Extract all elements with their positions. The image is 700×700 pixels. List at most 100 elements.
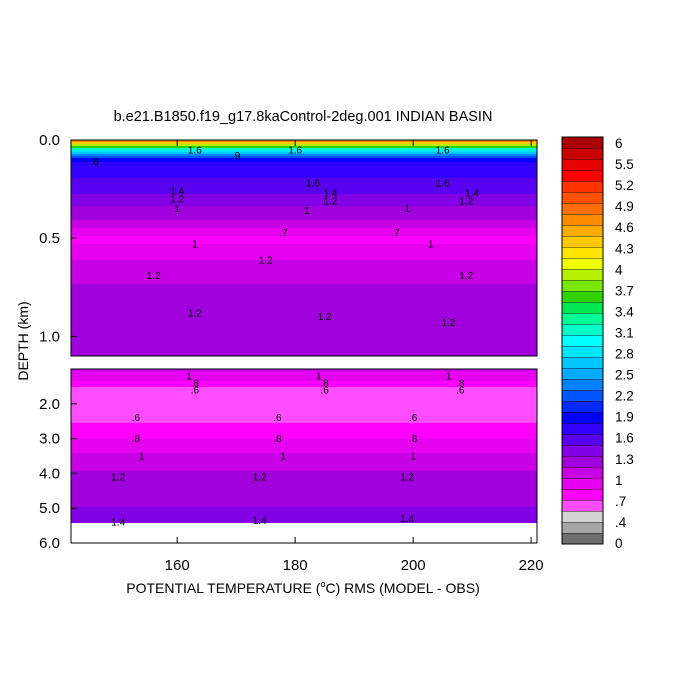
upper-panel-band bbox=[71, 314, 537, 317]
upper-panel-band bbox=[71, 184, 537, 187]
upper-panel-band bbox=[71, 344, 537, 347]
lower-panel-band bbox=[71, 519, 537, 522]
lower-panel-contour-label: 1.2 bbox=[111, 472, 125, 483]
lower-panel-band bbox=[71, 511, 537, 514]
lower-panel-band bbox=[71, 399, 537, 402]
colorbar-label: 1 bbox=[615, 473, 623, 488]
upper-panel-band bbox=[71, 292, 537, 295]
upper-panel-band bbox=[71, 274, 537, 277]
colorbar-label: 4.9 bbox=[615, 199, 634, 214]
upper-panel-contour-label: .6 bbox=[90, 157, 99, 168]
lower-panel-band bbox=[71, 537, 537, 540]
upper-panel-band bbox=[71, 232, 537, 235]
upper-panel-contour-label: 1.4 bbox=[465, 189, 479, 200]
upper-panel-band bbox=[71, 308, 537, 311]
upper-panel-band bbox=[71, 154, 537, 157]
x-tick-label: 200 bbox=[401, 557, 426, 574]
lower-panel-band bbox=[71, 425, 537, 428]
lower-panel-band bbox=[71, 387, 537, 390]
lower-panel-band bbox=[71, 401, 537, 404]
upper-panel-band bbox=[71, 244, 537, 247]
colorbar: 6 5.5 5.2 4.9 4.6 4.3 4 3.7 3.4 3.1 2.8 2.5 2.2 1.9 1.… bbox=[561, 136, 634, 551]
lower-panel-contour-label: .6 bbox=[132, 413, 141, 424]
upper-panel-band bbox=[71, 262, 537, 265]
lower-panel-band bbox=[71, 487, 537, 490]
lower-panel-band bbox=[71, 371, 537, 374]
upper-panel-band bbox=[71, 226, 537, 229]
upper-panel-band bbox=[71, 348, 537, 351]
lower-panel-band bbox=[71, 455, 537, 458]
upper-panel-band bbox=[71, 284, 537, 287]
x-tick-label: 180 bbox=[283, 557, 308, 574]
upper-panel-contour-label: 1.2 bbox=[442, 318, 456, 329]
lower-panel-contour-label: .6 bbox=[320, 385, 329, 396]
lower-panel-band bbox=[71, 385, 537, 388]
upper-panel-band bbox=[71, 192, 537, 195]
upper-panel-band bbox=[71, 276, 537, 279]
x-axis-label-rest: C) RMS (MODEL - OBS) bbox=[325, 580, 479, 596]
upper-panel-band bbox=[71, 158, 537, 161]
upper-panel-y-tick-label: 0.5 bbox=[39, 230, 60, 247]
upper-panel-band bbox=[71, 168, 537, 171]
upper-panel-band bbox=[71, 176, 537, 179]
upper-panel-band bbox=[71, 180, 537, 183]
lower-panel-contour-labels: 1 1 1.8.8.8.6.6.6.6.6.6.8.8.81 1 11.2 1.2 1.21… bbox=[111, 371, 465, 528]
colorbar-box bbox=[561, 433, 604, 446]
lower-panel-contour-label: 1 bbox=[410, 452, 416, 463]
upper-panel-band bbox=[71, 264, 537, 267]
lower-panel: 1 1 1.8.8.8.6.6.6.6.6.6.8.8.81 1 11.2 1.2 1.21… bbox=[39, 368, 538, 552]
lower-panel-contour-label: .6 bbox=[191, 385, 200, 396]
lower-panel-band bbox=[71, 427, 537, 430]
upper-panel-band bbox=[71, 210, 537, 213]
x-axis-label: POTENTIAL TEMPERATURE (oC) RMS (MODEL - … bbox=[126, 579, 480, 596]
colorbar-label: 4.6 bbox=[615, 220, 634, 235]
upper-panel-band bbox=[71, 324, 537, 327]
upper-panel-band bbox=[71, 164, 537, 167]
lower-panel-contour-label: .8 bbox=[456, 378, 465, 389]
lower-panel-band bbox=[71, 437, 537, 440]
lower-panel-contour-label: .8 bbox=[409, 434, 418, 445]
colorbar-label: 5.2 bbox=[615, 178, 634, 193]
lower-panel-contour-label: 1.2 bbox=[253, 472, 267, 483]
x-tick-label: 220 bbox=[519, 557, 544, 574]
colorbar-box bbox=[561, 213, 604, 226]
lower-panel-band bbox=[71, 415, 537, 418]
lower-panel-band bbox=[71, 417, 537, 420]
upper-panel-band bbox=[71, 152, 537, 155]
chart-title: b.e21.B1850.f19_g17.8kaControl-2deg.001 … bbox=[114, 109, 493, 125]
lower-panel-band bbox=[71, 443, 537, 446]
colorbar-box bbox=[561, 532, 604, 545]
lower-panel-band bbox=[71, 375, 537, 378]
upper-panel-band bbox=[71, 146, 537, 149]
upper-panel-band bbox=[71, 196, 537, 199]
upper-panel-band bbox=[71, 298, 537, 301]
x-axis-ticks: 160 180 200 220 bbox=[165, 140, 544, 574]
colorbar-label: 3.4 bbox=[615, 304, 634, 319]
upper-panel-band bbox=[71, 300, 537, 303]
lower-panel-band bbox=[71, 505, 537, 508]
upper-panel-band bbox=[71, 198, 537, 201]
colorbar-label: .7 bbox=[615, 494, 626, 509]
lower-panel-band bbox=[71, 475, 537, 478]
upper-panel-y-tick-label: 0.0 bbox=[39, 132, 60, 149]
upper-panel-band bbox=[71, 280, 537, 283]
lower-panel-band bbox=[71, 535, 537, 538]
upper-panel-fill bbox=[71, 140, 537, 357]
upper-panel-band bbox=[71, 330, 537, 333]
lower-panel-band bbox=[71, 433, 537, 436]
upper-panel-band bbox=[71, 140, 537, 143]
upper-panel-band bbox=[71, 318, 537, 321]
upper-panel-band bbox=[71, 290, 537, 293]
upper-panel-band bbox=[71, 296, 537, 299]
upper-panel-contour-label: 1.2 bbox=[259, 255, 273, 266]
upper-panel-contour-label: 1.4 bbox=[170, 187, 184, 198]
upper-panel-band bbox=[71, 312, 537, 315]
lower-panel-band bbox=[71, 529, 537, 532]
upper-panel-contour-label: 1.2 bbox=[459, 196, 473, 207]
lower-panel-band bbox=[71, 497, 537, 500]
colorbar-label: 1.3 bbox=[615, 452, 634, 467]
upper-panel-band bbox=[71, 190, 537, 193]
lower-panel-band bbox=[71, 481, 537, 484]
colorbar-label: 5.5 bbox=[615, 157, 634, 172]
upper-panel-band bbox=[71, 350, 537, 353]
